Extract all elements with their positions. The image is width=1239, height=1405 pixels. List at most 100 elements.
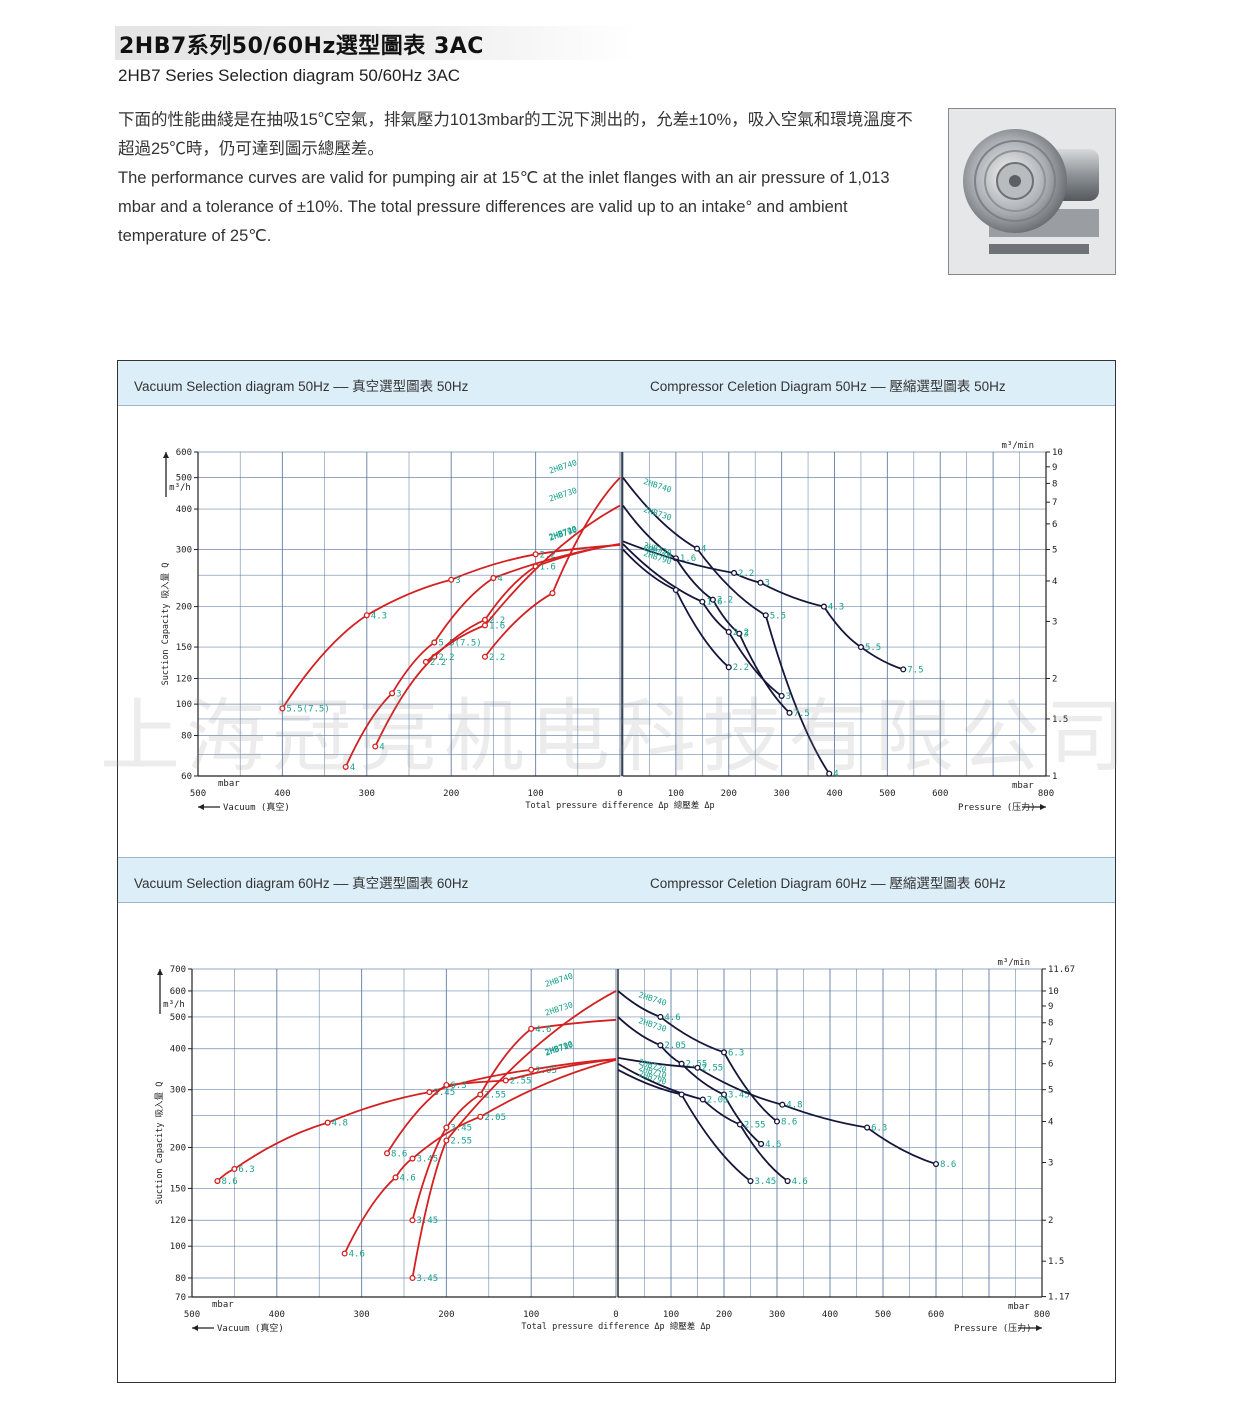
vacuum-series-name: 2HB730 xyxy=(548,486,578,504)
chart-60hz: 700600500400300200150120100807011.671098… xyxy=(155,958,1075,1334)
compressor-point xyxy=(786,709,793,716)
left-tick-label: 300 xyxy=(170,1086,186,1096)
vacuum-tick-label: 400 xyxy=(269,1310,285,1320)
compressor-tick-label: 500 xyxy=(879,789,895,799)
y-axis-label: Suction Capacity 吸入量 Q xyxy=(155,1082,165,1205)
compressor-point-label: 5.5 xyxy=(865,643,881,653)
vacuum-point-label: 2.2 xyxy=(489,616,505,626)
vacuum-point xyxy=(214,1177,221,1185)
vacuum-point-label: 6.3 xyxy=(238,1165,254,1175)
compressor-point xyxy=(747,1177,754,1185)
left-tick-label: 200 xyxy=(176,603,192,613)
compressor-point-label: 2.55 xyxy=(686,1060,708,1070)
right-tick-label: 2 xyxy=(1048,1216,1053,1226)
vacuum-tick-label: 500 xyxy=(190,789,206,799)
compressor-tick-label: 200 xyxy=(716,1310,732,1320)
vacuum-point-label: 8.6 xyxy=(391,1149,407,1159)
compressor-point xyxy=(672,586,679,594)
vacuum-arrowhead xyxy=(198,804,204,810)
compressor-curve-2HB740 xyxy=(622,477,830,775)
compressor-point-label: 1.6 xyxy=(680,554,696,564)
vacuum-point xyxy=(324,1119,331,1126)
vacuum-point xyxy=(409,1217,416,1224)
left-tick-label: 500 xyxy=(176,474,192,484)
compressor-point xyxy=(900,666,907,673)
compressor-point-label: 4.8 xyxy=(786,1101,802,1111)
vacuum-tick-label: 200 xyxy=(443,789,459,799)
compressor-point xyxy=(932,1161,940,1168)
vacuum-point-label: 2.05 xyxy=(484,1113,506,1123)
right-tick-label: 5 xyxy=(1048,1086,1053,1096)
compressor-point xyxy=(725,628,732,636)
vacuum-tick-label: 200 xyxy=(438,1310,454,1320)
left-tick-label: 150 xyxy=(176,643,192,653)
compressor-tick-label: 100 xyxy=(663,1310,679,1320)
right-tick-label: 5 xyxy=(1052,546,1057,556)
vacuum-point-label: 2.2 xyxy=(438,653,454,663)
compressor-point-label: 3 xyxy=(786,692,791,702)
vacuum-point xyxy=(549,590,556,597)
compressor-tick-label: 600 xyxy=(928,1310,944,1320)
compressor-point-label: 4.6 xyxy=(664,1013,680,1023)
band-60hz-compressor-title: Compressor Celetion Diagram 60Hz –– 壓縮選型… xyxy=(650,876,1006,891)
compressor-curve-2HB710 xyxy=(622,543,783,697)
compressor-point xyxy=(693,545,701,552)
y-axis-label: Suction Capacity 吸入量 Q xyxy=(161,563,171,686)
blower-illustration xyxy=(949,109,1115,274)
vacuum-series-name: 2HB720 xyxy=(544,1039,574,1057)
right-tick-label: 10 xyxy=(1048,987,1059,997)
left-tick-label: 150 xyxy=(170,1184,186,1194)
watermark: 上海冠亮机电科技有限公司 xyxy=(100,690,1132,783)
description-cn: 下面的性能曲綫是在抽吸15℃空氣，排氣壓力1013mbar的工況下測出的，允差±… xyxy=(118,111,913,158)
vacuum-point-label: 4 xyxy=(350,763,355,773)
compressor-unit: mbar xyxy=(1008,1302,1030,1312)
vacuum-point xyxy=(342,763,349,770)
compressor-point-label: 6.3 xyxy=(871,1124,887,1134)
right-tick-label: 3 xyxy=(1052,617,1057,627)
vacuum-curve-2HB730 xyxy=(411,1018,617,1221)
vacuum-point-label: 2.2 xyxy=(430,658,446,668)
left-tick-label: 80 xyxy=(175,1274,186,1284)
vacuum-point xyxy=(279,705,286,712)
vacuum-point xyxy=(528,1066,535,1073)
vacuum-series-name: 2HB740 xyxy=(548,458,578,476)
right-tick-label: 9 xyxy=(1048,1002,1053,1012)
vacuum-point-label: 4.3 xyxy=(371,611,387,621)
vacuum-point xyxy=(528,1025,535,1032)
left-tick-label: 500 xyxy=(170,1013,186,1023)
vacuum-point xyxy=(448,576,455,583)
compressor-point-label: 8.6 xyxy=(940,1160,956,1170)
vacuum-point xyxy=(502,1077,509,1084)
compressor-point xyxy=(678,1091,685,1098)
compressor-tick-label: 100 xyxy=(668,789,684,799)
vacuum-tick-label: 300 xyxy=(353,1310,369,1320)
compressor-point xyxy=(784,1177,791,1185)
compressor-tick-label: 400 xyxy=(822,1310,838,1320)
left-tick-label: 60 xyxy=(181,772,192,782)
vacuum-point-label: 2.2 xyxy=(540,550,556,560)
vacuum-point-label: 2.55 xyxy=(484,1091,506,1101)
vacuum-curve-2HB730 xyxy=(425,504,621,663)
vacuum-curve-2HB720 xyxy=(386,1058,617,1154)
vacuum-point xyxy=(532,551,539,558)
left-tick-label: 100 xyxy=(170,1242,186,1252)
vacuum-point-label: 3.45 xyxy=(450,1124,472,1134)
vacuum-point xyxy=(422,658,429,665)
right-tick-label: 3 xyxy=(1048,1158,1053,1168)
right-tick-label: 8 xyxy=(1048,1019,1053,1029)
compressor-point xyxy=(762,612,769,619)
right-tick-label: 10 xyxy=(1052,448,1063,458)
chart-50hz: 600500400300200150120100806010987654321.… xyxy=(161,441,1068,813)
vacuum-label: Vacuum (真空) xyxy=(223,801,290,813)
vacuum-point-label: 5.5(7.5) xyxy=(438,638,481,648)
compressor-point-label: 4 xyxy=(833,770,838,780)
vacuum-point xyxy=(383,1150,391,1157)
compressor-point xyxy=(730,569,738,577)
compressor-point-label: 2.05 xyxy=(664,1041,686,1051)
compressor-point xyxy=(826,770,833,777)
compressor-point xyxy=(694,1064,701,1071)
vacuum-point xyxy=(389,690,396,697)
grid xyxy=(191,968,1043,1298)
vacuum-tick-label: 100 xyxy=(527,789,543,799)
compressor-point-label: 3 xyxy=(743,630,748,640)
